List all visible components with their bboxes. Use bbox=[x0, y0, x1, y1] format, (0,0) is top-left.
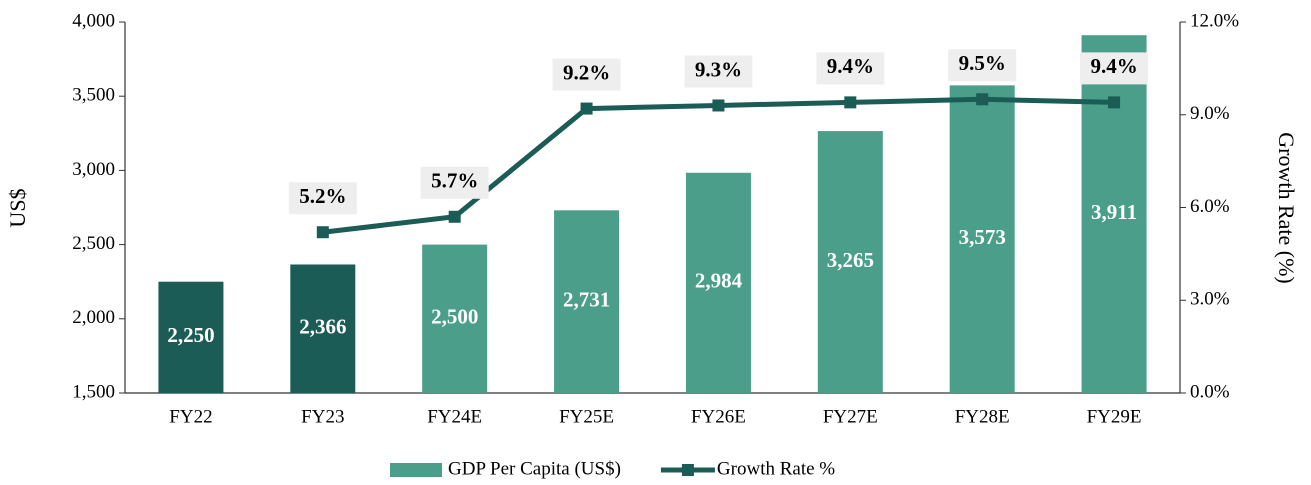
line-value-label: 9.5% bbox=[959, 51, 1006, 75]
line-marker bbox=[448, 210, 461, 223]
bar bbox=[817, 131, 883, 393]
bar-value-label: 2,731 bbox=[563, 287, 610, 311]
line-value-label: 5.2% bbox=[299, 184, 346, 208]
value-label-box bbox=[552, 58, 621, 91]
x-tick-label: FY26E bbox=[691, 406, 746, 427]
y-tick-label: 1,500 bbox=[72, 381, 115, 402]
legend-marker bbox=[681, 464, 694, 476]
line-value-label: 9.4% bbox=[827, 54, 874, 78]
line-marker bbox=[580, 102, 593, 115]
bar bbox=[949, 85, 1015, 394]
y2-tick-label: 12.0% bbox=[1190, 10, 1239, 31]
bar bbox=[290, 264, 356, 393]
bar-value-label: 3,911 bbox=[1091, 200, 1137, 224]
x-tick-label: FY22 bbox=[169, 406, 212, 427]
bar bbox=[1081, 35, 1147, 393]
line-marker bbox=[712, 99, 725, 112]
x-tick-label: FY23 bbox=[301, 406, 344, 427]
value-label-box bbox=[684, 55, 753, 88]
legend-label: Growth Rate % bbox=[717, 458, 835, 479]
x-tick-label: FY24E bbox=[427, 406, 482, 427]
line-marker bbox=[976, 93, 989, 106]
line-value-label: 9.2% bbox=[563, 60, 610, 84]
y2-axis-title: Growth Rate (%) bbox=[1274, 132, 1299, 284]
value-label-box bbox=[1080, 52, 1149, 85]
y2-tick-label: 6.0% bbox=[1190, 196, 1230, 217]
y-tick-label: 2,500 bbox=[72, 233, 115, 254]
y-tick-label: 2,000 bbox=[72, 307, 115, 328]
x-tick-label: FY28E bbox=[955, 406, 1010, 427]
bar-value-label: 2,366 bbox=[299, 315, 346, 339]
bar bbox=[685, 172, 751, 393]
bar bbox=[422, 244, 488, 393]
y-tick-label: 3,500 bbox=[72, 85, 115, 106]
bar bbox=[158, 281, 224, 393]
value-label-box bbox=[948, 49, 1017, 82]
x-tick-label: FY27E bbox=[823, 406, 878, 427]
x-tick-label: FY29E bbox=[1087, 406, 1142, 427]
legend-swatch bbox=[390, 463, 442, 477]
y-tick-label: 4,000 bbox=[72, 10, 115, 31]
bar-value-label: 3,573 bbox=[959, 225, 1006, 249]
y-tick-label: 3,000 bbox=[72, 159, 115, 180]
y2-tick-label: 3.0% bbox=[1190, 289, 1230, 310]
line-value-label: 9.4% bbox=[1090, 54, 1137, 78]
line-value-label: 5.7% bbox=[431, 169, 478, 193]
y-axis-title: US$ bbox=[5, 188, 30, 227]
line-marker bbox=[1108, 96, 1121, 109]
legend-label: GDP Per Capita (US$) bbox=[448, 458, 621, 479]
bar-value-label: 2,984 bbox=[695, 269, 743, 293]
y2-tick-label: 0.0% bbox=[1190, 381, 1230, 402]
line-marker bbox=[316, 226, 329, 239]
bar-value-label: 2,250 bbox=[167, 323, 214, 347]
bar bbox=[554, 210, 620, 393]
y2-tick-label: 9.0% bbox=[1190, 103, 1230, 124]
line-marker bbox=[844, 96, 857, 109]
value-label-box bbox=[288, 182, 357, 215]
bar-value-label: 3,265 bbox=[827, 248, 874, 272]
bar-value-label: 2,500 bbox=[431, 305, 478, 329]
value-label-box bbox=[420, 166, 489, 199]
line-value-label: 9.3% bbox=[695, 57, 742, 81]
x-tick-label: FY25E bbox=[559, 406, 614, 427]
value-label-box bbox=[816, 52, 885, 85]
